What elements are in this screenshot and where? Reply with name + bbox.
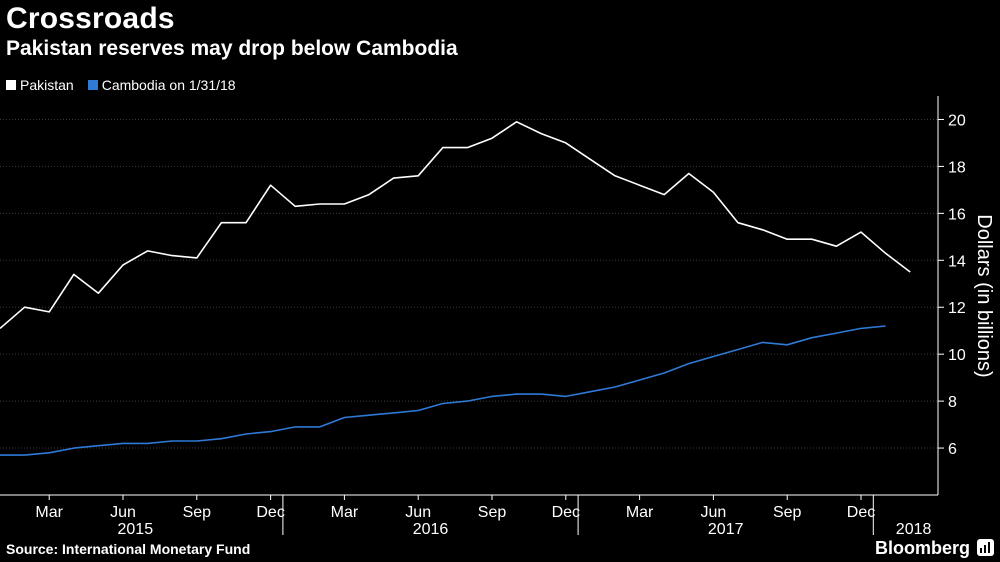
y-tick-label: 12 xyxy=(948,300,966,317)
y-tick-label: 16 xyxy=(948,206,966,223)
y-tick-label: 10 xyxy=(948,347,966,364)
x-year-label: 2018 xyxy=(896,521,932,538)
x-tick-label: Dec xyxy=(256,504,284,521)
x-year-label: 2016 xyxy=(413,521,449,538)
y-tick-label: 20 xyxy=(948,112,966,129)
y-axis-title: Dollars (in billions) xyxy=(973,214,995,377)
bloomberg-mark-icon xyxy=(977,539,994,556)
chart-title: Crossroads xyxy=(6,2,175,35)
y-tick-label: 18 xyxy=(948,159,966,176)
x-tick-label: Jun xyxy=(701,504,727,521)
legend-swatch-cambodia xyxy=(87,80,98,90)
brand-logo: Bloomberg xyxy=(874,538,970,558)
legend-label-cambodia: Cambodia on 1/31/18 xyxy=(101,77,236,93)
legend-label-pakistan: Pakistan xyxy=(20,77,74,93)
y-tick-label: 14 xyxy=(948,253,966,270)
x-tick-label: Dec xyxy=(847,504,875,521)
legend-item-pakistan: Pakistan xyxy=(6,77,74,93)
x-tick-label: Sep xyxy=(773,504,802,521)
x-tick-label: Jun xyxy=(110,504,136,521)
x-tick-label: Mar xyxy=(626,504,654,521)
x-tick-label: Sep xyxy=(183,504,212,521)
x-year-label: 2015 xyxy=(118,521,154,538)
x-tick-label: Sep xyxy=(478,504,507,521)
x-tick-label: Mar xyxy=(35,504,63,521)
y-tick-label: 6 xyxy=(948,441,957,458)
series-line-cambodia xyxy=(0,325,886,456)
x-tick-label: Mar xyxy=(331,504,359,521)
y-tick-label: 8 xyxy=(948,394,957,411)
source-note: Source: International Monetary Fund xyxy=(6,541,251,557)
x-year-label: 2017 xyxy=(708,521,744,538)
legend-swatch-pakistan xyxy=(6,80,16,90)
series-line-pakistan xyxy=(0,121,911,330)
legend-item-cambodia: Cambodia on 1/31/18 xyxy=(87,77,236,93)
legend: Pakistan Cambodia on 1/31/18 xyxy=(6,77,250,93)
chart-subtitle: Pakistan reserves may drop below Cambodi… xyxy=(6,37,458,60)
x-tick-label: Jun xyxy=(405,504,431,521)
x-tick-label: Dec xyxy=(552,504,580,521)
